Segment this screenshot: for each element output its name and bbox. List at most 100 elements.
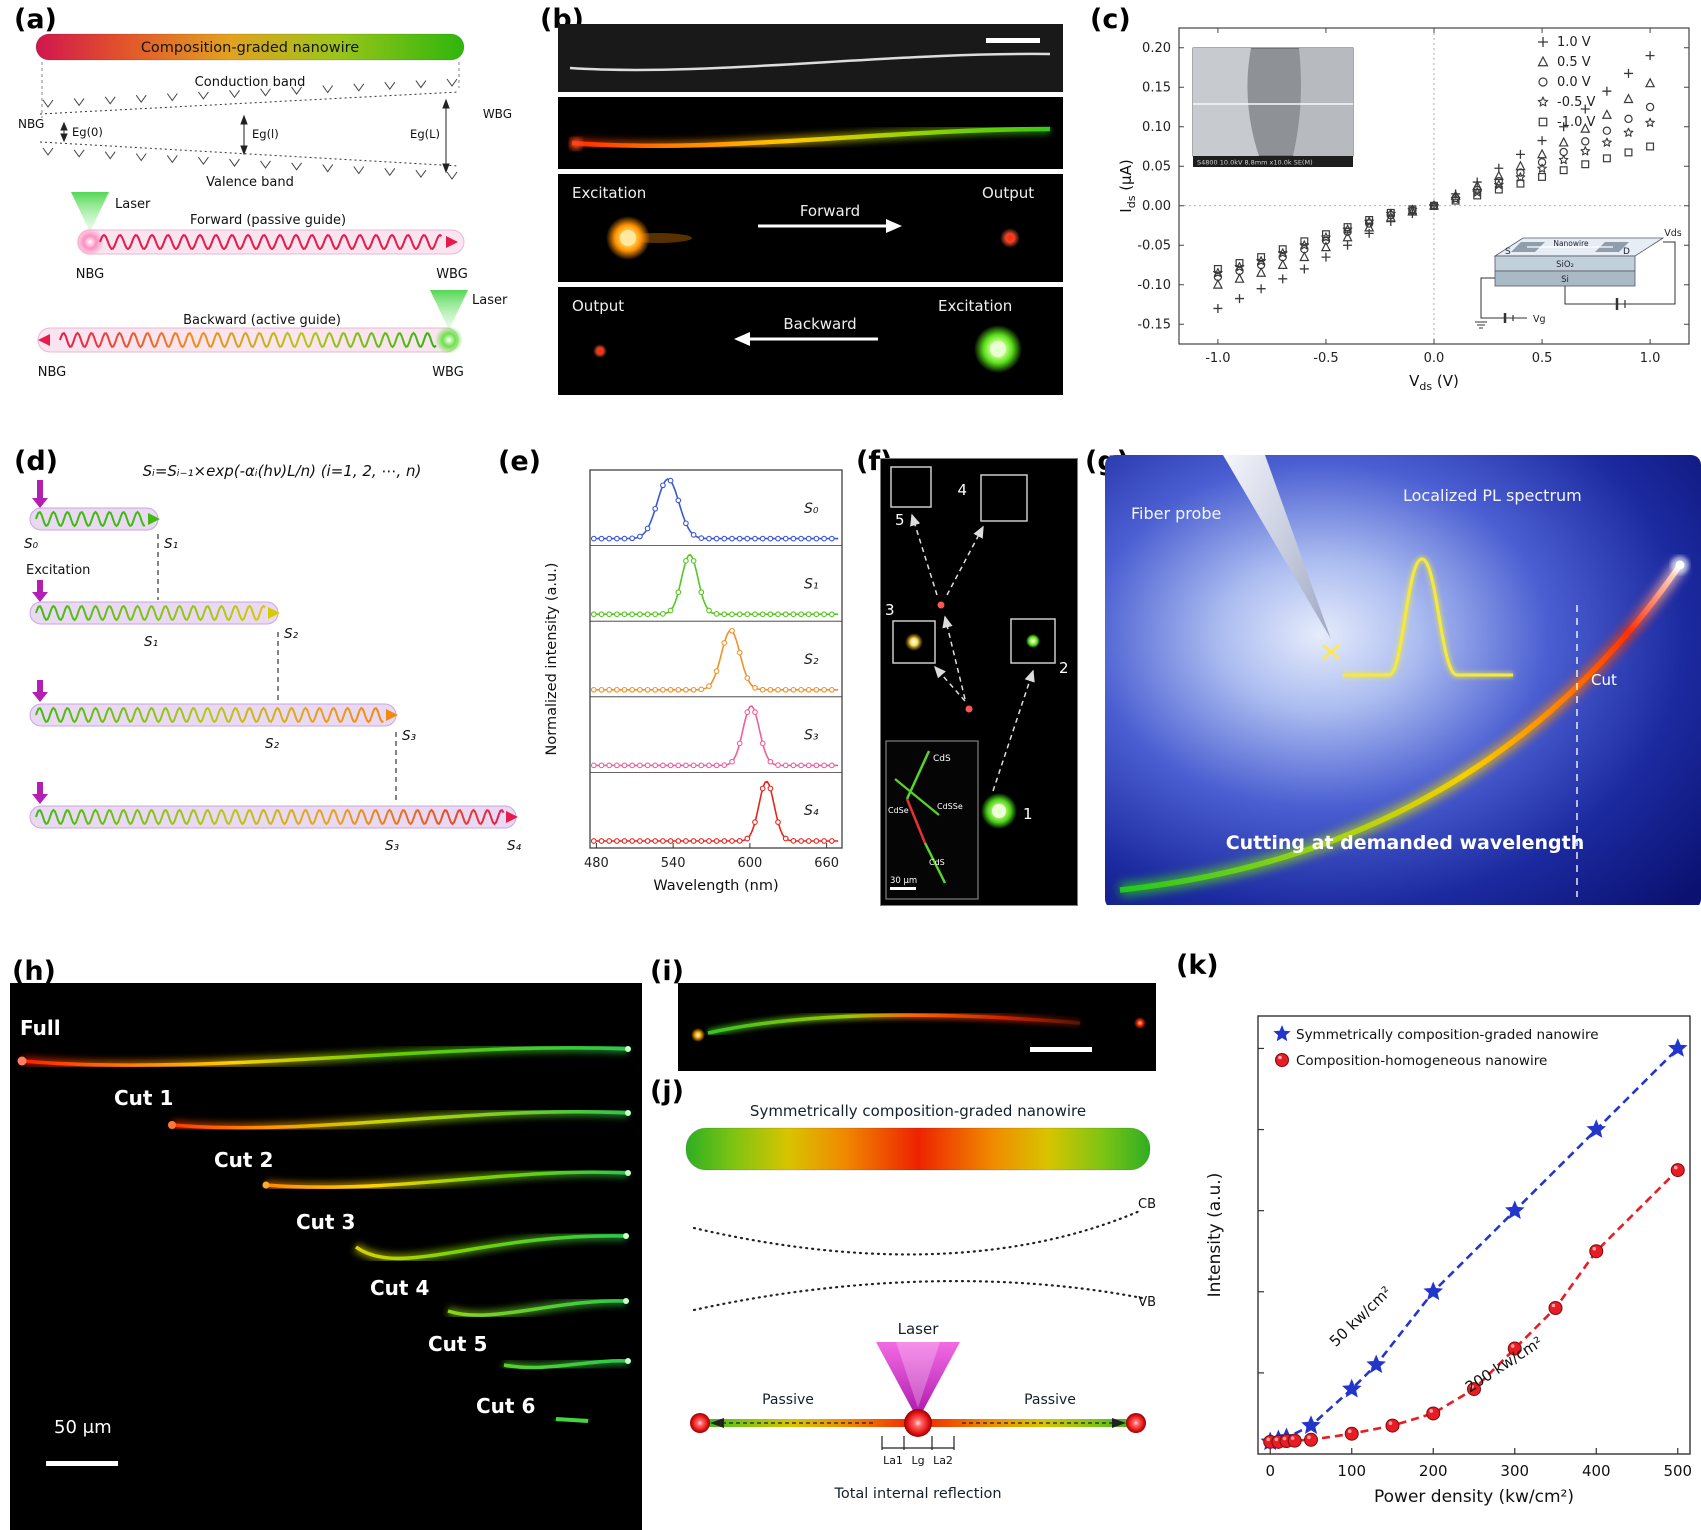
svg-text:0.15: 0.15 <box>1142 80 1171 95</box>
wave-arrow-3 <box>386 709 398 721</box>
c-insets: S4800 10.0kV 8.8mm x10.0k SE(M) Vds Vg <box>1192 47 1682 329</box>
svg-text:0.10: 0.10 <box>1142 120 1171 135</box>
cb-curve <box>692 1208 1144 1256</box>
excitation-core <box>990 341 1006 357</box>
forward-label: Forward <box>800 202 860 220</box>
iv-plot: -1.0 -0.5 0.0 0.5 1.0 -0.15 -0.10 -0.05 0.00 0.05… <box>1117 27 1690 393</box>
graded-nanowire-title: Composition-graded nanowire <box>141 40 359 56</box>
svg-text:-0.5 V: -0.5 V <box>1557 95 1595 110</box>
svg-text:300: 300 <box>1500 1462 1529 1480</box>
arrow-up <box>942 615 966 700</box>
svg-text:0: 0 <box>1265 1462 1275 1480</box>
vg-text: Vg <box>1533 314 1546 325</box>
valence-band-edge <box>39 141 460 167</box>
svg-text:540: 540 <box>661 856 686 871</box>
caption-text: Cutting at demanded wavelength <box>1226 832 1585 854</box>
egL-arrow <box>442 98 450 174</box>
panel-b-backward-image: Output Excitation Backward <box>558 287 1063 395</box>
sio2-text: SiO₂ <box>1556 260 1574 270</box>
excitation-backward-text: Excitation <box>938 297 1012 315</box>
output-dot <box>1006 234 1014 242</box>
cds-bottom-text: CdS <box>929 858 945 867</box>
laser-backward-text: Laser <box>472 293 508 308</box>
svg-text:-1.0 V: -1.0 V <box>1557 115 1595 130</box>
la1-text: La1 <box>883 1454 903 1467</box>
cb-text: CB <box>1138 1197 1156 1212</box>
excitation-arrow-1 <box>32 480 48 508</box>
svg-text:0.0: 0.0 <box>1424 351 1445 366</box>
cut2-text: Cut 2 <box>214 1148 273 1172</box>
probe-contact-x-icon <box>1322 644 1340 660</box>
s2-text-row3: S₂ <box>265 736 280 752</box>
svg-text:600: 600 <box>737 856 762 871</box>
wire-cut5 <box>503 1356 631 1372</box>
lg-text: Lg <box>911 1454 924 1467</box>
symmetric-title: Symmetrically composition-graded nanowir… <box>750 1102 1086 1120</box>
backward-text: Backward (active guide) <box>183 313 341 328</box>
excitation-forward-text: Excitation <box>572 184 646 202</box>
legend-label-1: Composition-homogeneous nanowire <box>1296 1053 1547 1069</box>
spectrum-2 <box>592 629 839 691</box>
wave-2 <box>35 604 266 622</box>
spot4-text: 4 <box>957 481 967 499</box>
scale-bar <box>46 1461 118 1466</box>
blue-glow-background <box>1105 455 1701 905</box>
svg-text:-0.15: -0.15 <box>1137 317 1171 332</box>
panel-c: -1.0 -0.5 0.0 0.5 1.0 -0.15 -0.10 -0.05 0.00 0.05… <box>1115 14 1701 418</box>
output-forward-text: Output <box>982 184 1034 202</box>
panel-k: 0 100 200 300 400 500 Power density (kw/cm²) In… <box>1198 972 1701 1530</box>
inset-scale-bar <box>890 887 916 890</box>
valence-band-chevrons <box>42 147 458 180</box>
wave-3 <box>35 706 384 724</box>
panel-d: Sᵢ=Sᵢ₋₁×exp(-αᵢ(hν)L/n) (i=1, 2, ⋯, n) E… <box>20 460 532 869</box>
cut3-text: Cut 3 <box>296 1210 355 1234</box>
spectrum-label-4: S₄ <box>804 803 819 819</box>
laser-cone-backward <box>430 290 468 330</box>
panel-g: Fiber probe Localized PL spectrum Cut Cu… <box>1105 455 1701 909</box>
spectrum-label-2: S₂ <box>804 652 819 668</box>
excitation-arrow-3 <box>32 680 48 702</box>
sem-electrode-right <box>1293 48 1353 156</box>
s3-text-row4: S₃ <box>385 838 399 854</box>
symmetric-nanowire-bar <box>685 1127 1151 1171</box>
svg-text:660: 660 <box>814 856 839 871</box>
scale-bar <box>986 38 1040 43</box>
laser-cone-forward <box>71 192 109 232</box>
panel-h-label: (h) <box>12 956 56 987</box>
cut5-text: Cut 5 <box>428 1332 487 1356</box>
spot3-text: 3 <box>885 601 895 619</box>
forward-arrow-head <box>886 219 902 233</box>
svg-text:0.0 V: 0.0 V <box>1557 75 1591 90</box>
scale-text: 50 μm <box>54 1417 112 1438</box>
svg-text:0.00: 0.00 <box>1142 199 1171 214</box>
left-emission-ball <box>690 1413 710 1433</box>
laser-cone <box>876 1342 960 1420</box>
spectrum-label-0: S₀ <box>804 501 819 517</box>
panel-a: Composition-graded nanowire Conduction b… <box>12 26 517 445</box>
spectrum-0 <box>592 478 839 540</box>
k-series-1 <box>1263 1163 1685 1449</box>
passive-right-text: Passive <box>1024 1392 1076 1408</box>
nbg-forward-text: NBG <box>76 267 105 282</box>
svg-text:1.0 V: 1.0 V <box>1557 35 1591 50</box>
spectrum-4 <box>592 780 839 842</box>
panel-j: Symmetrically composition-graded nanowir… <box>678 1098 1160 1530</box>
forward-wave <box>99 233 443 251</box>
svg-text:0.20: 0.20 <box>1142 41 1171 56</box>
nanowire-bar-forward <box>77 229 465 255</box>
svg-text:100: 100 <box>1337 1462 1366 1480</box>
collection-square-4 <box>980 474 1028 522</box>
relay-dot-b <box>937 601 945 609</box>
laser-text: Laser <box>898 1320 940 1338</box>
cdsse-wire <box>894 778 940 816</box>
spot1-text: 1 <box>1023 805 1033 823</box>
annotation-0: 50 kw/cm² <box>1326 1283 1395 1351</box>
d-text: D <box>1623 247 1630 257</box>
conduction-band-chevrons <box>42 78 458 108</box>
wave-arrow-2 <box>268 607 280 619</box>
pl-peak-curve <box>1343 557 1513 677</box>
egl-text: Eg(l) <box>252 127 279 141</box>
panel-d-diagram: Sᵢ=Sᵢ₋₁×exp(-αᵢ(hν)L/n) (i=1, 2, ⋯, n) E… <box>24 462 522 854</box>
output-backward-text: Output <box>572 297 624 315</box>
attenuation-formula: Sᵢ=Sᵢ₋₁×exp(-αᵢ(hν)L/n) (i=1, 2, ⋯, n) <box>143 462 422 480</box>
